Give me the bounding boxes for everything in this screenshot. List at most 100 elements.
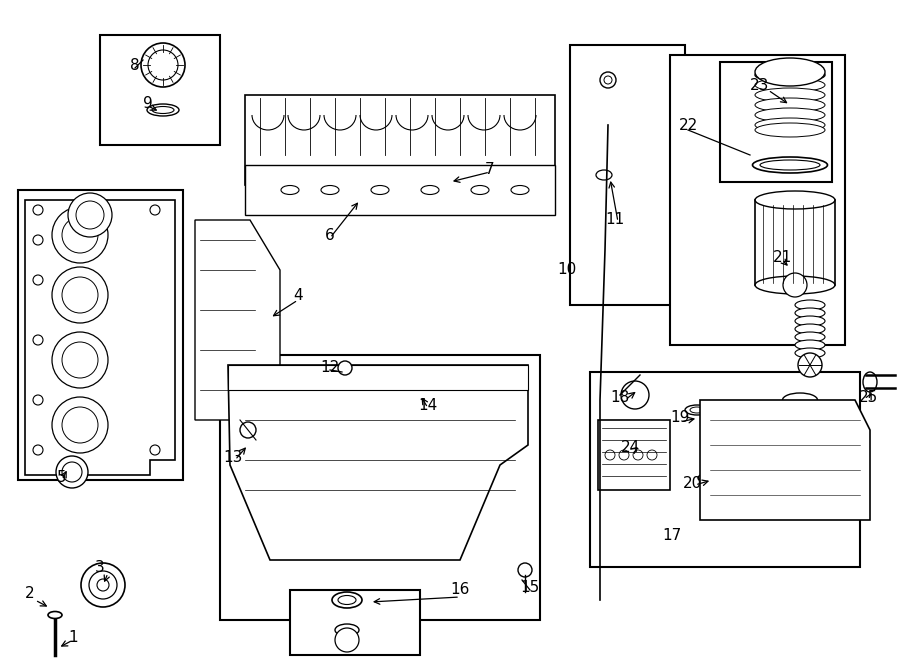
Ellipse shape [338,596,356,605]
Text: 19: 19 [670,410,689,426]
Text: 17: 17 [662,527,681,543]
Ellipse shape [755,68,825,82]
Text: 3: 3 [95,561,105,576]
Ellipse shape [471,186,489,194]
Circle shape [68,193,112,237]
Bar [670,55,845,345]
Circle shape [33,275,43,285]
Ellipse shape [755,88,825,102]
Circle shape [150,445,160,455]
Text: 10: 10 [557,262,577,278]
Bar [720,62,832,182]
Text: 7: 7 [485,163,495,178]
Circle shape [81,563,125,607]
Polygon shape [228,365,528,390]
Ellipse shape [48,611,62,619]
Polygon shape [245,165,555,215]
Polygon shape [700,400,870,520]
Circle shape [150,205,160,215]
Circle shape [97,579,109,591]
Circle shape [141,43,185,87]
Bar [590,372,860,567]
Circle shape [240,422,256,438]
Text: 11: 11 [606,212,625,227]
Polygon shape [25,200,175,475]
Text: 1: 1 [68,631,77,646]
Ellipse shape [755,118,825,132]
Ellipse shape [703,475,717,481]
Ellipse shape [371,186,389,194]
Circle shape [76,201,104,229]
Bar [18,190,183,480]
Ellipse shape [755,276,835,294]
Ellipse shape [795,348,825,358]
Circle shape [62,407,98,443]
Circle shape [52,397,108,453]
Circle shape [62,277,98,313]
Ellipse shape [332,592,362,608]
Ellipse shape [752,157,827,173]
Ellipse shape [685,405,709,415]
Circle shape [621,381,649,409]
Ellipse shape [760,160,820,170]
Ellipse shape [795,340,825,350]
Ellipse shape [755,98,825,112]
Ellipse shape [698,473,722,483]
Ellipse shape [281,186,299,194]
Ellipse shape [755,123,825,137]
Ellipse shape [795,300,825,310]
Circle shape [62,342,98,378]
Text: 6: 6 [325,227,335,243]
Circle shape [33,335,43,345]
Circle shape [33,445,43,455]
Text: 8: 8 [130,58,140,73]
Ellipse shape [321,186,339,194]
Ellipse shape [755,191,835,209]
Ellipse shape [795,316,825,326]
Circle shape [62,217,98,253]
Text: 25: 25 [859,391,877,405]
Ellipse shape [605,450,615,460]
Ellipse shape [335,624,359,636]
Ellipse shape [596,170,612,180]
Text: 12: 12 [320,360,339,375]
Ellipse shape [619,450,629,460]
Text: 13: 13 [223,451,243,465]
Circle shape [148,50,178,80]
Circle shape [798,353,822,377]
Polygon shape [598,420,670,490]
Ellipse shape [782,393,817,407]
Ellipse shape [147,104,179,116]
Polygon shape [245,95,555,185]
Ellipse shape [795,324,825,334]
Circle shape [518,563,532,577]
Bar [100,35,220,145]
Bar [220,355,540,620]
Text: 2: 2 [25,586,35,600]
Text: 5: 5 [58,471,67,485]
Ellipse shape [633,450,643,460]
Circle shape [604,76,612,84]
Ellipse shape [755,58,825,86]
Ellipse shape [863,372,877,392]
Ellipse shape [152,106,174,114]
Text: 14: 14 [418,397,437,412]
Text: 20: 20 [683,475,703,490]
Circle shape [338,361,352,375]
Text: 24: 24 [620,440,640,455]
Circle shape [33,205,43,215]
Circle shape [33,395,43,405]
Ellipse shape [647,450,657,460]
Ellipse shape [690,407,704,413]
Text: 16: 16 [450,582,470,598]
Bar [570,45,685,305]
Circle shape [600,72,616,88]
Text: 21: 21 [772,251,792,266]
Ellipse shape [795,332,825,342]
Circle shape [56,456,88,488]
Circle shape [52,332,108,388]
Text: 15: 15 [520,580,540,596]
Circle shape [52,267,108,323]
Text: 4: 4 [293,288,302,303]
Text: 22: 22 [679,118,698,132]
